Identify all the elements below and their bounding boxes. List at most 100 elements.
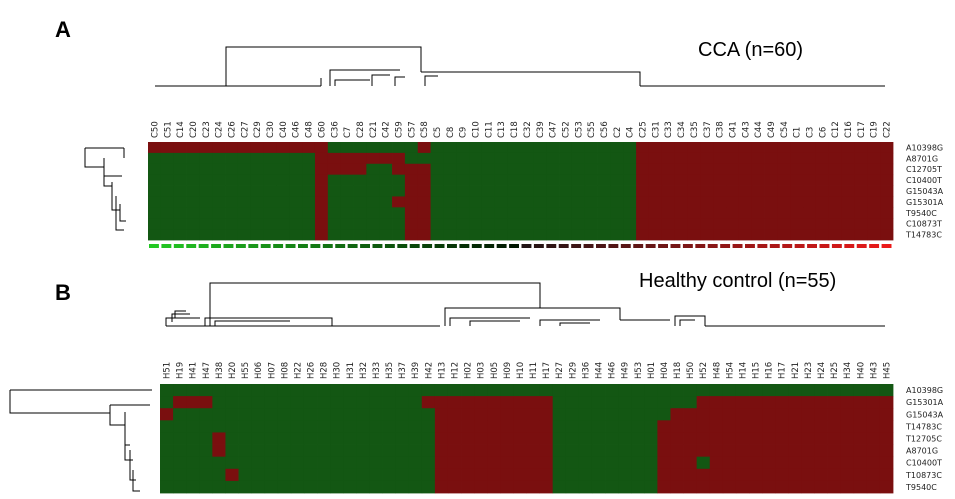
heatmap-cell bbox=[762, 444, 776, 458]
legend-swatch bbox=[434, 244, 445, 248]
heatmap-cell bbox=[841, 142, 855, 154]
heatmap-cell bbox=[657, 432, 671, 445]
heatmap-cell bbox=[277, 468, 292, 482]
heatmap-cell bbox=[353, 196, 367, 208]
column-label: C30 bbox=[266, 121, 276, 138]
heatmap-cell bbox=[173, 229, 187, 241]
heatmap-cell bbox=[552, 432, 567, 445]
heatmap-cell bbox=[379, 163, 393, 176]
dendrogram-branch bbox=[109, 405, 125, 426]
heatmap-cell bbox=[713, 207, 727, 219]
column-label: C34 bbox=[677, 121, 687, 138]
heatmap-cell bbox=[250, 152, 265, 165]
column-label: C4 bbox=[626, 127, 636, 138]
heatmap-cell bbox=[726, 185, 740, 197]
heatmap-cell bbox=[700, 229, 714, 241]
heatmap-cell bbox=[513, 444, 527, 458]
heatmap-cell bbox=[552, 384, 567, 397]
heatmap-cell bbox=[430, 185, 444, 197]
heatmap-cell bbox=[487, 396, 501, 409]
heatmap-cell bbox=[777, 229, 791, 241]
heatmap-cell bbox=[474, 468, 488, 482]
heatmap-cell bbox=[552, 480, 567, 494]
heatmap-cell bbox=[546, 185, 560, 197]
heatmap-cell bbox=[696, 468, 711, 482]
heatmap-cell bbox=[815, 152, 830, 165]
column-label: H50 bbox=[686, 362, 696, 379]
heatmap-cell bbox=[186, 408, 200, 421]
heatmap-cell bbox=[317, 444, 331, 458]
legend-swatch bbox=[285, 244, 296, 248]
legend-swatch bbox=[360, 244, 370, 248]
column-label: C57 bbox=[407, 121, 417, 138]
heatmap-cell bbox=[417, 218, 431, 230]
heatmap-cell bbox=[487, 408, 501, 421]
heatmap-cell bbox=[764, 196, 778, 208]
legend-swatch bbox=[546, 244, 557, 248]
heatmap-cell bbox=[751, 185, 765, 197]
column-label: H15 bbox=[752, 362, 762, 379]
heatmap-cell bbox=[290, 384, 305, 397]
column-label: H24 bbox=[817, 362, 827, 379]
heatmap-cell bbox=[290, 396, 305, 409]
heatmap-cell bbox=[657, 468, 671, 482]
column-label: C21 bbox=[369, 121, 379, 138]
column-label: H25 bbox=[830, 362, 840, 379]
heatmap-cell bbox=[539, 444, 554, 458]
heatmap-cell bbox=[356, 480, 370, 494]
heatmap-cell bbox=[263, 185, 277, 197]
heatmap-cell bbox=[533, 185, 547, 197]
heatmap-cell bbox=[314, 229, 329, 241]
heatmap-cell bbox=[790, 207, 804, 219]
column-label: H22 bbox=[293, 362, 303, 379]
heatmap-cell bbox=[762, 408, 776, 421]
heatmap-cell bbox=[749, 396, 763, 409]
heatmap-cell bbox=[225, 384, 239, 397]
heatmap-cell bbox=[160, 163, 175, 176]
heatmap-cell bbox=[533, 218, 547, 230]
heatmap-cell bbox=[610, 218, 624, 230]
heatmap-cell bbox=[250, 185, 265, 197]
heatmap-cell bbox=[584, 207, 598, 219]
column-label: H54 bbox=[725, 362, 735, 379]
heatmap-cell bbox=[866, 420, 881, 433]
heatmap-cell bbox=[264, 432, 279, 445]
heatmap-cell bbox=[160, 468, 174, 482]
heatmap-cell bbox=[173, 196, 187, 208]
heatmap-cell bbox=[237, 196, 252, 208]
heatmap-cell bbox=[343, 480, 357, 494]
heatmap-cell bbox=[251, 468, 266, 482]
heatmap-cell bbox=[430, 142, 444, 154]
heatmap-cell bbox=[584, 163, 598, 176]
heatmap-cell bbox=[212, 468, 226, 482]
heatmap-cell bbox=[623, 207, 637, 219]
heatmap-cell bbox=[738, 185, 753, 197]
heatmap-cell bbox=[199, 174, 213, 186]
heatmap-cell bbox=[343, 432, 357, 445]
heatmap-cell bbox=[696, 384, 711, 397]
heatmap-cell bbox=[788, 468, 802, 482]
heatmap-cell bbox=[327, 142, 342, 154]
heatmap-cell bbox=[173, 185, 187, 197]
heatmap-cell bbox=[238, 396, 253, 409]
column-label: H38 bbox=[215, 362, 225, 379]
heatmap-cell bbox=[148, 142, 162, 154]
heatmap-cell bbox=[507, 174, 521, 186]
heatmap-cell bbox=[469, 196, 483, 208]
heatmap-cell bbox=[500, 432, 514, 445]
heatmap-cell bbox=[199, 196, 213, 208]
legend-swatch bbox=[819, 244, 830, 248]
legend-swatch bbox=[409, 244, 420, 248]
heatmap-cell bbox=[709, 456, 724, 470]
heatmap-cell bbox=[790, 229, 804, 241]
heatmap-cell bbox=[421, 396, 436, 409]
column-label: H34 bbox=[843, 362, 853, 379]
heatmap-cell bbox=[533, 142, 547, 154]
heatmap-cell bbox=[513, 456, 527, 470]
panel-a-color-legend bbox=[149, 244, 892, 248]
heatmap-cell bbox=[186, 444, 200, 458]
heatmap-cell bbox=[469, 185, 483, 197]
heatmap-cell bbox=[631, 432, 645, 445]
heatmap-cell bbox=[735, 396, 750, 409]
heatmap-cell bbox=[225, 396, 239, 409]
